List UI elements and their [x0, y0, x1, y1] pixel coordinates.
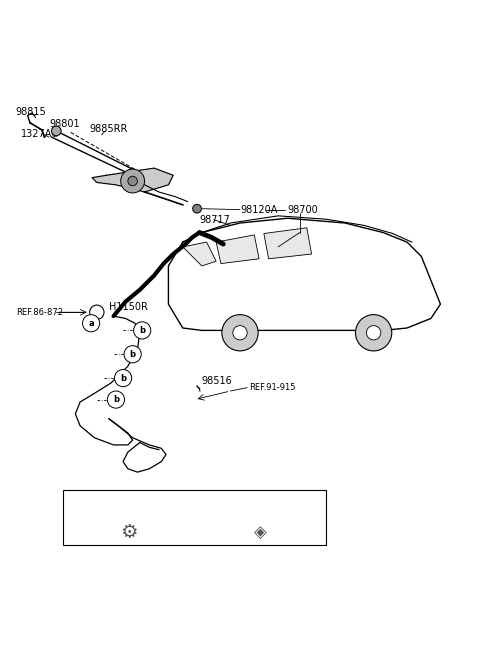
Text: b: b — [130, 350, 136, 359]
Text: ◈: ◈ — [254, 523, 267, 541]
Text: b: b — [209, 499, 214, 507]
Circle shape — [83, 315, 100, 332]
Text: REF.91-915: REF.91-915 — [250, 383, 296, 392]
Polygon shape — [216, 235, 259, 264]
Circle shape — [120, 169, 144, 193]
Text: b: b — [139, 326, 145, 335]
Text: 91511A: 91511A — [92, 498, 130, 508]
Text: 98801: 98801 — [49, 119, 80, 129]
Circle shape — [115, 369, 132, 386]
Polygon shape — [92, 168, 173, 192]
Circle shape — [366, 325, 381, 340]
Circle shape — [193, 205, 201, 213]
Circle shape — [356, 315, 392, 351]
Text: 81199: 81199 — [223, 498, 254, 508]
Text: ⚙: ⚙ — [120, 523, 138, 542]
Text: 9885RR: 9885RR — [90, 124, 128, 134]
Circle shape — [233, 325, 247, 340]
Polygon shape — [183, 242, 216, 266]
Text: H1150R: H1150R — [109, 302, 148, 312]
Circle shape — [108, 391, 124, 408]
Polygon shape — [264, 228, 312, 259]
Circle shape — [222, 315, 258, 351]
Text: 98815: 98815 — [16, 107, 47, 117]
Circle shape — [128, 176, 137, 186]
Text: REF.86-872: REF.86-872 — [16, 308, 63, 317]
Text: b: b — [113, 395, 119, 404]
Circle shape — [124, 346, 141, 363]
Circle shape — [133, 322, 151, 339]
Text: 98120A: 98120A — [240, 205, 277, 215]
Bar — [63, 490, 326, 545]
Text: 98717: 98717 — [199, 215, 230, 224]
Text: 98700: 98700 — [288, 205, 318, 215]
Text: a: a — [88, 319, 94, 328]
Text: b: b — [120, 374, 126, 382]
Text: 1327AC: 1327AC — [21, 129, 59, 139]
Text: a: a — [77, 499, 83, 507]
Circle shape — [72, 495, 88, 510]
Circle shape — [204, 495, 219, 510]
Text: 98516: 98516 — [202, 377, 233, 386]
Circle shape — [51, 126, 61, 136]
